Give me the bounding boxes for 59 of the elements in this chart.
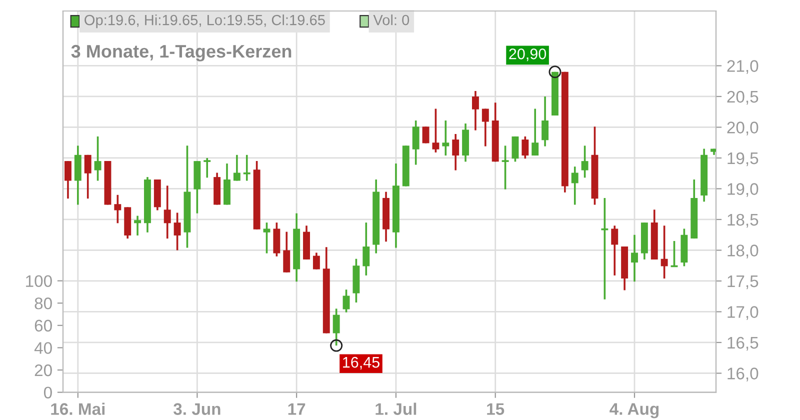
candlestick xyxy=(512,136,519,163)
candlestick xyxy=(412,120,420,166)
candlestick xyxy=(164,184,171,240)
candlestick xyxy=(114,194,122,224)
candlestick xyxy=(84,154,92,200)
y-tick-label: 80 xyxy=(34,298,52,310)
y2-tick-label: 18,5 xyxy=(728,214,758,228)
candlestick xyxy=(342,288,350,314)
annotation: 16,45 xyxy=(343,356,380,370)
candlestick xyxy=(263,222,270,254)
candlestick xyxy=(571,166,578,206)
candlestick xyxy=(631,234,638,283)
x-tick-label: 17 xyxy=(288,403,306,415)
x-tick-label: 3. Jun xyxy=(173,403,220,415)
y-tick-label: 60 xyxy=(34,320,52,332)
y2-tick-label: 20,5 xyxy=(727,90,758,105)
candlestick xyxy=(442,120,450,156)
y2-tick-label: 16,5 xyxy=(728,336,758,351)
x-tick-label: 1. Jul xyxy=(376,402,416,415)
y2-tick-label: 17,0 xyxy=(728,306,758,320)
annotation: Op:19.6, Hi:19.65, Lo:19.55, Cl:19.65 xyxy=(84,14,325,28)
candlestick xyxy=(312,252,320,270)
candlestick xyxy=(94,136,102,182)
annotation: 20,90 xyxy=(509,48,546,62)
y-tick-label: 40 xyxy=(34,342,52,354)
text: 3 Monate, 1-Tages-Kerzen xyxy=(71,44,292,62)
x-tick-label: 16. Mai xyxy=(51,402,105,415)
candlestick xyxy=(522,136,529,160)
y-tick-label: 100 xyxy=(26,275,52,288)
candlestick xyxy=(611,224,618,276)
y2-tick-label: 19,0 xyxy=(728,183,758,197)
annotation: Vol: 0 xyxy=(373,14,410,26)
y2-tick-label: 21,0 xyxy=(727,60,758,74)
y2-tick-label: 18,0 xyxy=(728,244,758,258)
candlestick xyxy=(283,230,290,274)
y2-tick-label: 20,0 xyxy=(727,122,758,136)
y-tick-label: 0 xyxy=(44,386,52,399)
candlestick xyxy=(482,108,489,148)
candlestick xyxy=(64,160,72,200)
y2-tick-label: 16,0 xyxy=(728,368,758,382)
candlestick xyxy=(532,108,539,156)
x-tick-label: 15 xyxy=(487,403,504,415)
candlestick xyxy=(542,96,549,148)
candlestick xyxy=(332,308,340,346)
x-tick-label: 4. Aug xyxy=(610,403,659,418)
candlestick xyxy=(472,90,479,132)
candlestick xyxy=(432,108,440,154)
y-tick-label: 20 xyxy=(34,364,52,376)
candlestick xyxy=(581,144,588,179)
candlestick xyxy=(174,212,181,252)
candlestick xyxy=(362,222,370,276)
y2-tick-label: 17,5 xyxy=(728,276,758,290)
candlestick xyxy=(422,126,430,144)
candlestick xyxy=(202,157,212,179)
candlestick xyxy=(134,214,142,236)
candlestick xyxy=(452,133,460,172)
y2-tick-label: 19,5 xyxy=(728,152,758,166)
candlestick xyxy=(233,154,240,182)
candlestick xyxy=(660,224,668,280)
